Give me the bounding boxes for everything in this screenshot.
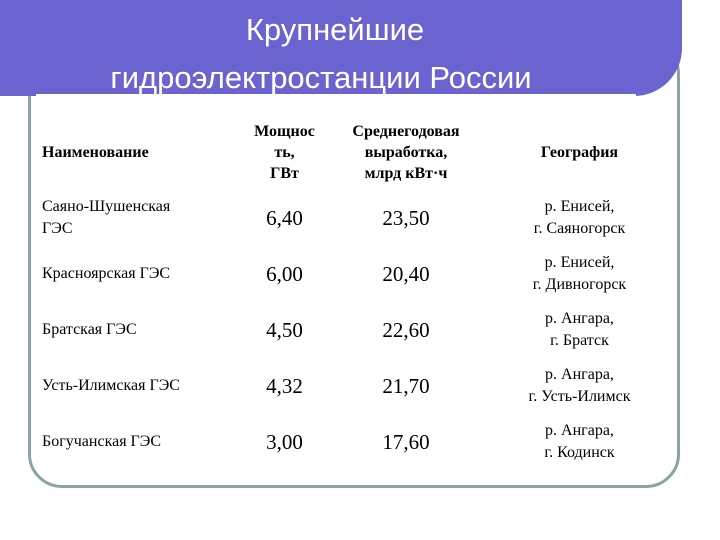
cell-name: Братская ГЭС [42,321,137,338]
slide-title-line-1: Крупнейшие [245,12,425,47]
cell-generation: 21,70 [382,373,430,398]
cell-generation: 20,40 [382,261,430,286]
cell-name: Саяно-Шушенская ГЭС [42,198,171,237]
table-row: Богучанская ГЭС 3,00 17,60 р. Ангара, г.… [42,414,674,470]
cell-name: Богучанская ГЭС [42,433,162,450]
cell-name: Усть-Илимская ГЭС [42,377,180,394]
cell-generation: 17,60 [382,429,430,454]
table-row: Усть-Илимская ГЭС 4,32 21,70 р. Ангара, … [42,358,674,414]
cell-geography: р. Ангара, г. Братск [545,310,614,349]
header-geography: География [540,143,619,161]
table-row: Братская ГЭС 4,50 22,60 р. Ангара, г. Бр… [42,302,674,358]
cell-power: 4,50 [266,317,303,342]
table-row: Саяно-Шушенская ГЭС 6,40 23,50 р. Енисей… [42,190,674,246]
header-power: Мощнос ть, ГВт [254,122,315,182]
cell-geography: р. Ангара, г. Усть-Илимск [528,366,631,405]
cell-geography: р. Енисей, г. Саяногорск [533,198,626,237]
cell-power: 6,40 [266,205,303,230]
table-row: Красноярская ГЭС 6,00 20,40 р. Енисей, г… [42,246,674,302]
cell-name: Красноярская ГЭС [42,265,171,282]
cell-generation: 22,60 [382,317,430,342]
table-header-row: Наименование Мощнос ть, ГВт Среднегодова… [42,114,674,190]
cell-geography: р. Енисей, г. Дивногорск [532,254,627,293]
hydropower-table: Наименование Мощнос ть, ГВт Среднегодова… [42,114,674,470]
cell-power: 6,00 [266,261,303,286]
header-name: Наименование [42,143,149,161]
cell-geography: р. Ангара, г. Кодинск [544,422,615,461]
title-underline [36,94,636,96]
cell-power: 3,00 [266,429,303,454]
cell-generation: 23,50 [382,205,430,230]
title-banner [0,0,682,96]
slide-title-line-2: гидроэлектростанции России [110,60,532,95]
header-generation: Среднегодовая выработка, млрд кВт·ч [352,122,460,182]
cell-power: 4,32 [266,373,303,398]
